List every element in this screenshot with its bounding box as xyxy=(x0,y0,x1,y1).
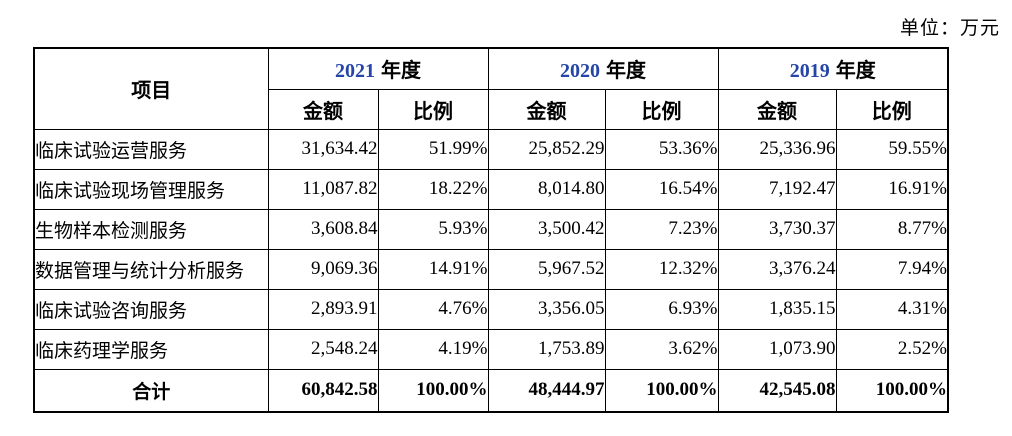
amount-cell: 2,548.24 xyxy=(267,328,379,370)
column-header-item: 项目 xyxy=(33,47,269,130)
total-label: 合计 xyxy=(33,368,269,413)
table-row: 临床试验现场管理服务 11,087.82 18.22% 8,014.80 16.… xyxy=(33,168,949,210)
amount-cell: 3,608.84 xyxy=(267,208,379,250)
subheader-amount-2019: 金额 xyxy=(717,88,837,130)
ratio-cell: 16.91% xyxy=(835,168,949,210)
total-row: 合计 60,842.58 100.00% 48,444.97 100.00% 4… xyxy=(33,368,949,413)
ratio-cell: 3.62% xyxy=(604,328,719,370)
row-label: 临床试验运营服务 xyxy=(33,128,269,170)
row-label: 数据管理与统计分析服务 xyxy=(33,248,269,290)
table-row: 临床药理学服务 2,548.24 4.19% 1,753.89 3.62% 1,… xyxy=(33,328,949,370)
table-row: 生物样本检测服务 3,608.84 5.93% 3,500.42 7.23% 3… xyxy=(33,208,949,250)
year-number: 2019 xyxy=(789,60,830,83)
revenue-breakdown-table: 项目 2021 年度 2020 年度 2019 年度 金额 比例 金额 比例 金额 比… xyxy=(33,47,949,413)
column-header-year-2020: 2020 年度 xyxy=(487,47,719,90)
total-amount-cell: 48,444.97 xyxy=(487,368,606,413)
ratio-cell: 12.32% xyxy=(604,248,719,290)
table-row: 临床试验运营服务 31,634.42 51.99% 25,852.29 53.3… xyxy=(33,128,949,170)
ratio-cell: 7.23% xyxy=(604,208,719,250)
row-label: 生物样本检测服务 xyxy=(33,208,269,250)
amount-cell: 2,893.91 xyxy=(267,288,379,330)
header-row-years: 项目 2021 年度 2020 年度 2019 年度 xyxy=(33,47,949,130)
ratio-cell: 4.76% xyxy=(377,288,489,330)
year-suffix: 年度 xyxy=(381,60,421,83)
row-label: 临床试验现场管理服务 xyxy=(33,168,269,210)
amount-cell: 25,852.29 xyxy=(487,128,606,170)
ratio-cell: 14.91% xyxy=(377,248,489,290)
unit-note: 单位：万元 xyxy=(899,18,1000,39)
row-label: 临床药理学服务 xyxy=(33,328,269,370)
total-amount-cell: 42,545.08 xyxy=(717,368,837,413)
ratio-cell: 2.52% xyxy=(835,328,949,370)
total-ratio-cell: 100.00% xyxy=(835,368,949,413)
ratio-cell: 53.36% xyxy=(604,128,719,170)
ratio-cell: 16.54% xyxy=(604,168,719,210)
subheader-ratio-2020: 比例 xyxy=(604,88,719,130)
amount-cell: 8,014.80 xyxy=(487,168,606,210)
table-row: 临床试验咨询服务 2,893.91 4.76% 3,356.05 6.93% 1… xyxy=(33,288,949,330)
ratio-cell: 4.31% xyxy=(835,288,949,330)
amount-cell: 1,835.15 xyxy=(717,288,837,330)
subheader-ratio-2019: 比例 xyxy=(835,88,949,130)
amount-cell: 11,087.82 xyxy=(267,168,379,210)
ratio-cell: 7.94% xyxy=(835,248,949,290)
column-header-year-2021: 2021 年度 xyxy=(267,47,489,90)
amount-cell: 3,730.37 xyxy=(717,208,837,250)
year-suffix: 年度 xyxy=(606,60,646,83)
amount-cell: 31,634.42 xyxy=(267,128,379,170)
column-header-year-2019: 2019 年度 xyxy=(717,47,949,90)
amount-cell: 5,967.52 xyxy=(487,248,606,290)
ratio-cell: 8.77% xyxy=(835,208,949,250)
total-amount-cell: 60,842.58 xyxy=(267,368,379,413)
amount-cell: 1,073.90 xyxy=(717,328,837,370)
amount-cell: 3,376.24 xyxy=(717,248,837,290)
row-label: 临床试验咨询服务 xyxy=(33,288,269,330)
table-row: 数据管理与统计分析服务 9,069.36 14.91% 5,967.52 12.… xyxy=(33,248,949,290)
subheader-amount-2021: 金额 xyxy=(267,88,379,130)
amount-cell: 25,336.96 xyxy=(717,128,837,170)
ratio-cell: 5.93% xyxy=(377,208,489,250)
ratio-cell: 51.99% xyxy=(377,128,489,170)
amount-cell: 3,356.05 xyxy=(487,288,606,330)
amount-cell: 1,753.89 xyxy=(487,328,606,370)
amount-cell: 9,069.36 xyxy=(267,248,379,290)
header-row-subcolumns: 金额 比例 金额 比例 金额 比例 xyxy=(34,88,949,130)
year-number: 2021 xyxy=(335,60,375,83)
ratio-cell: 4.19% xyxy=(377,328,489,370)
ratio-cell: 18.22% xyxy=(377,168,489,210)
subheader-ratio-2021: 比例 xyxy=(377,88,489,130)
total-ratio-cell: 100.00% xyxy=(377,368,489,413)
amount-cell: 3,500.42 xyxy=(487,208,606,250)
total-ratio-cell: 100.00% xyxy=(604,368,719,413)
year-number: 2020 xyxy=(560,60,600,83)
ratio-cell: 59.55% xyxy=(835,128,949,170)
year-suffix: 年度 xyxy=(835,60,876,83)
subheader-amount-2020: 金额 xyxy=(487,88,606,130)
ratio-cell: 6.93% xyxy=(604,288,719,330)
amount-cell: 7,192.47 xyxy=(717,168,837,210)
